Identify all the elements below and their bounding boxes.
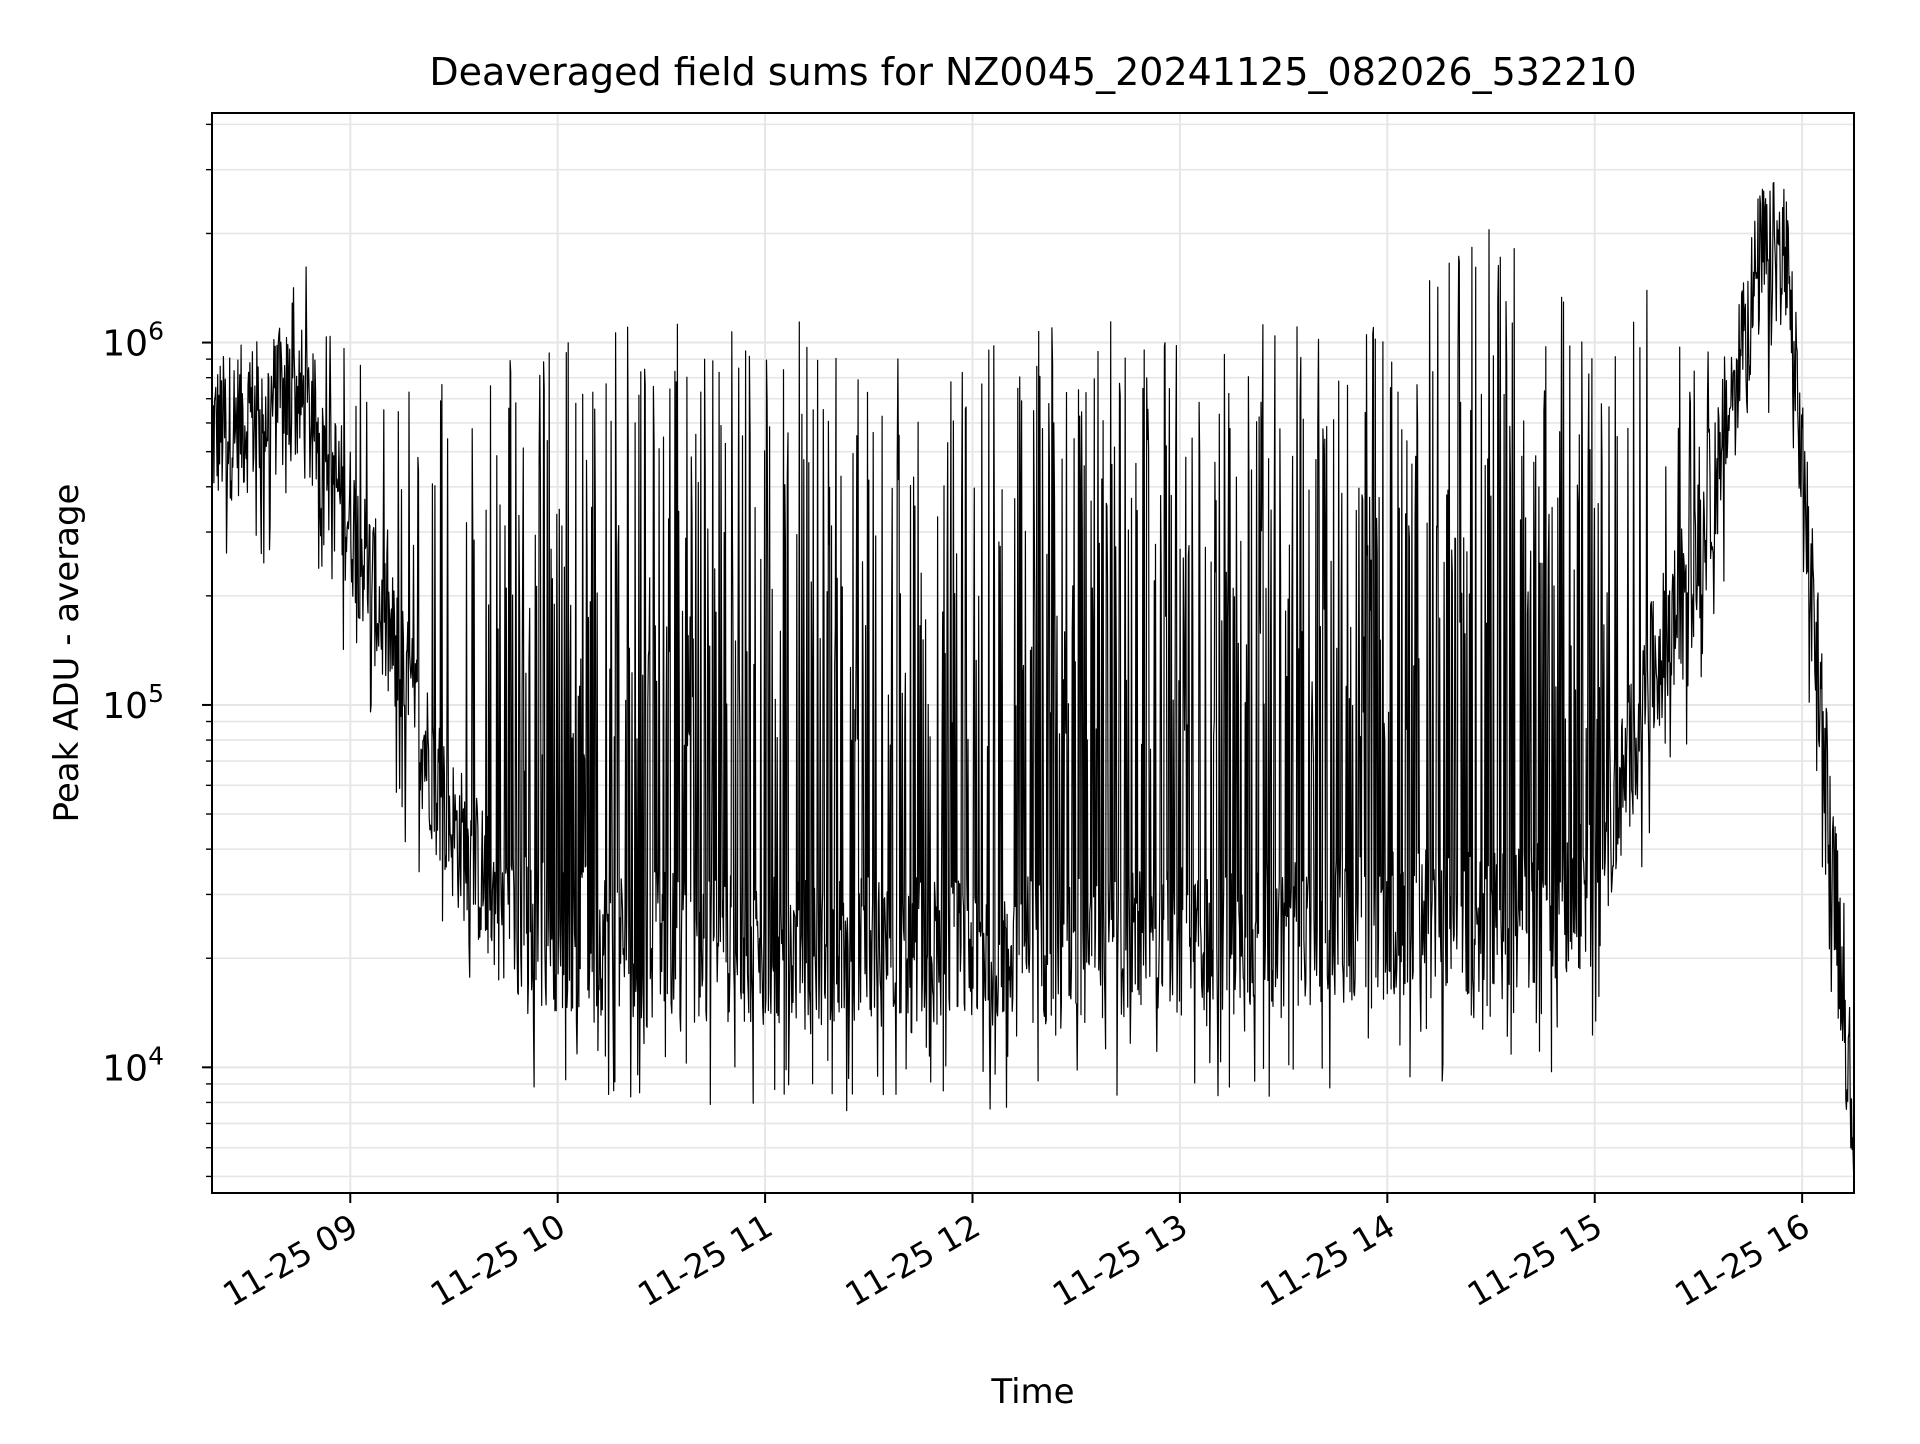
plot-area: [212, 182, 1854, 1186]
series-line-peak-adu: [212, 182, 1854, 1186]
y-axis-label: Peak ADU - average: [47, 484, 87, 823]
y-tick-label: 106: [102, 317, 164, 365]
x-axis-label: Time: [990, 1372, 1074, 1412]
y-tick-label: 105: [102, 679, 164, 727]
y-tick-label: 104: [102, 1041, 164, 1089]
plot-frame: [211, 112, 1855, 1194]
chart-title: Deaveraged field sums for NZ0045_2024112…: [429, 50, 1636, 94]
